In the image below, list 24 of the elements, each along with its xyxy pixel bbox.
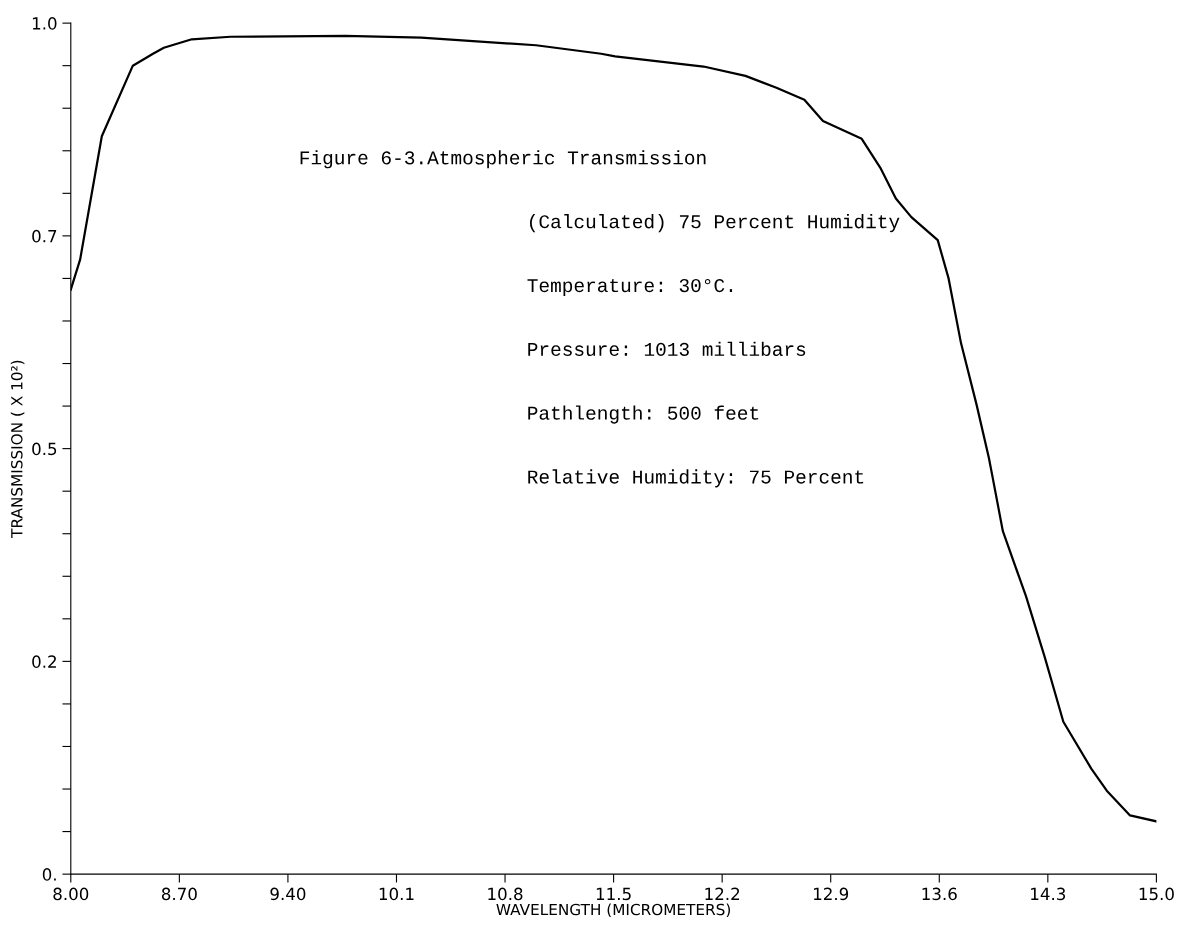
x-tick-label: 13.6 xyxy=(922,887,957,901)
y-axis-title: TRANSMISSION ( X 10²) xyxy=(10,360,25,538)
annotation: Relative Humidity: 75 Percent xyxy=(528,469,864,488)
annotation: Pathlength: 500 feet xyxy=(528,405,759,424)
x-tick-label: 12.9 xyxy=(814,887,849,901)
annotation: Pressure: 1013 millibars xyxy=(528,341,806,356)
y-tick-label: 0. xyxy=(42,868,56,881)
x-tick-label: 8.70 xyxy=(161,887,197,901)
annotation: Temperature: 30°C. xyxy=(527,278,733,296)
y-tick-label: 1.0 xyxy=(32,17,57,30)
y-tick-label: 0.2 xyxy=(32,655,56,668)
x-axis-title: WAVELENGTH (MICROMETERS) xyxy=(496,903,731,918)
x-tick-label: 14.3 xyxy=(1031,887,1066,901)
y-tick-label: 0.5 xyxy=(32,442,57,456)
x-tick-label: 8.00 xyxy=(53,887,89,901)
annotation: (Calculated) 75 Percent Humidity xyxy=(530,214,900,233)
y-tick-label: 0.7 xyxy=(32,229,57,243)
x-tick-label: 9.40 xyxy=(270,887,306,901)
x-tick-label: 15.0 xyxy=(1139,887,1174,901)
annotation: Figure 6-3.Atmospheric Transmission xyxy=(300,150,706,169)
x-tick-label: 10.1 xyxy=(379,887,414,901)
x-tick-label: 10.8 xyxy=(488,887,523,901)
x-tick-label: 11.5 xyxy=(596,887,631,901)
x-tick-label: 12.2 xyxy=(705,887,740,900)
